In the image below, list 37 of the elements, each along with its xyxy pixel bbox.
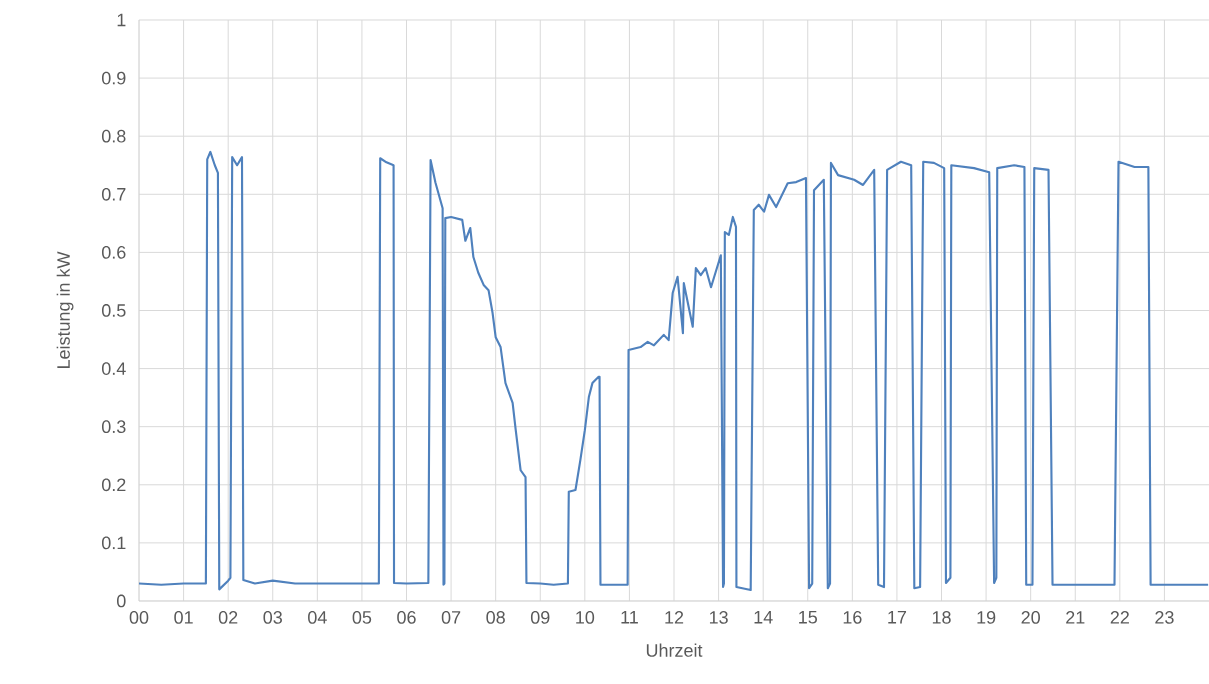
x-axis-title: Uhrzeit — [646, 643, 703, 657]
y-tick-label: 0.3 — [101, 420, 126, 434]
y-tick-label: 0.4 — [101, 362, 126, 375]
y-tick-label: 0.5 — [101, 304, 126, 317]
x-tick-label: 04 — [308, 611, 327, 624]
x-tick-label: 17 — [888, 611, 907, 624]
x-tick-label: 10 — [576, 611, 595, 624]
x-tick-label: 06 — [397, 611, 416, 624]
y-tick-label: 0.9 — [101, 71, 126, 85]
x-tick-label: 05 — [352, 611, 372, 624]
x-tick-label: 02 — [218, 611, 238, 624]
y-tick-label: 0.1 — [101, 536, 126, 550]
x-tick-label: 22 — [1110, 611, 1129, 624]
x-tick-label: 12 — [665, 611, 684, 624]
y-tick-label: 0.2 — [101, 478, 126, 492]
x-tick-label: 15 — [799, 611, 818, 624]
x-tick-label: 08 — [486, 611, 505, 624]
x-tick-label: 03 — [263, 611, 282, 624]
x-tick-label: 07 — [441, 611, 461, 624]
y-axis-title: Leistung in kW — [56, 251, 74, 369]
y-tick-label: 0 — [117, 594, 126, 608]
y-tick-label: 0.7 — [101, 187, 126, 201]
x-tick-label: 23 — [1155, 611, 1174, 624]
x-tick-label: 16 — [843, 611, 862, 624]
x-tick-label: 18 — [932, 611, 951, 624]
y-tick-label: 1 — [117, 13, 126, 27]
y-tick-label: 0.6 — [101, 246, 126, 259]
x-tick-label: 21 — [1066, 611, 1085, 624]
x-tick-label: 13 — [709, 611, 728, 624]
x-tick-label: 19 — [977, 611, 996, 624]
x-tick-label: 09 — [530, 611, 550, 624]
x-tick-label: 11 — [621, 611, 638, 624]
x-tick-label: 20 — [1021, 611, 1040, 624]
y-tick-label: 0.8 — [101, 129, 126, 143]
x-tick-label: 14 — [754, 611, 773, 624]
x-tick-label: 01 — [174, 611, 193, 624]
x-tick-label: 00 — [129, 611, 149, 624]
